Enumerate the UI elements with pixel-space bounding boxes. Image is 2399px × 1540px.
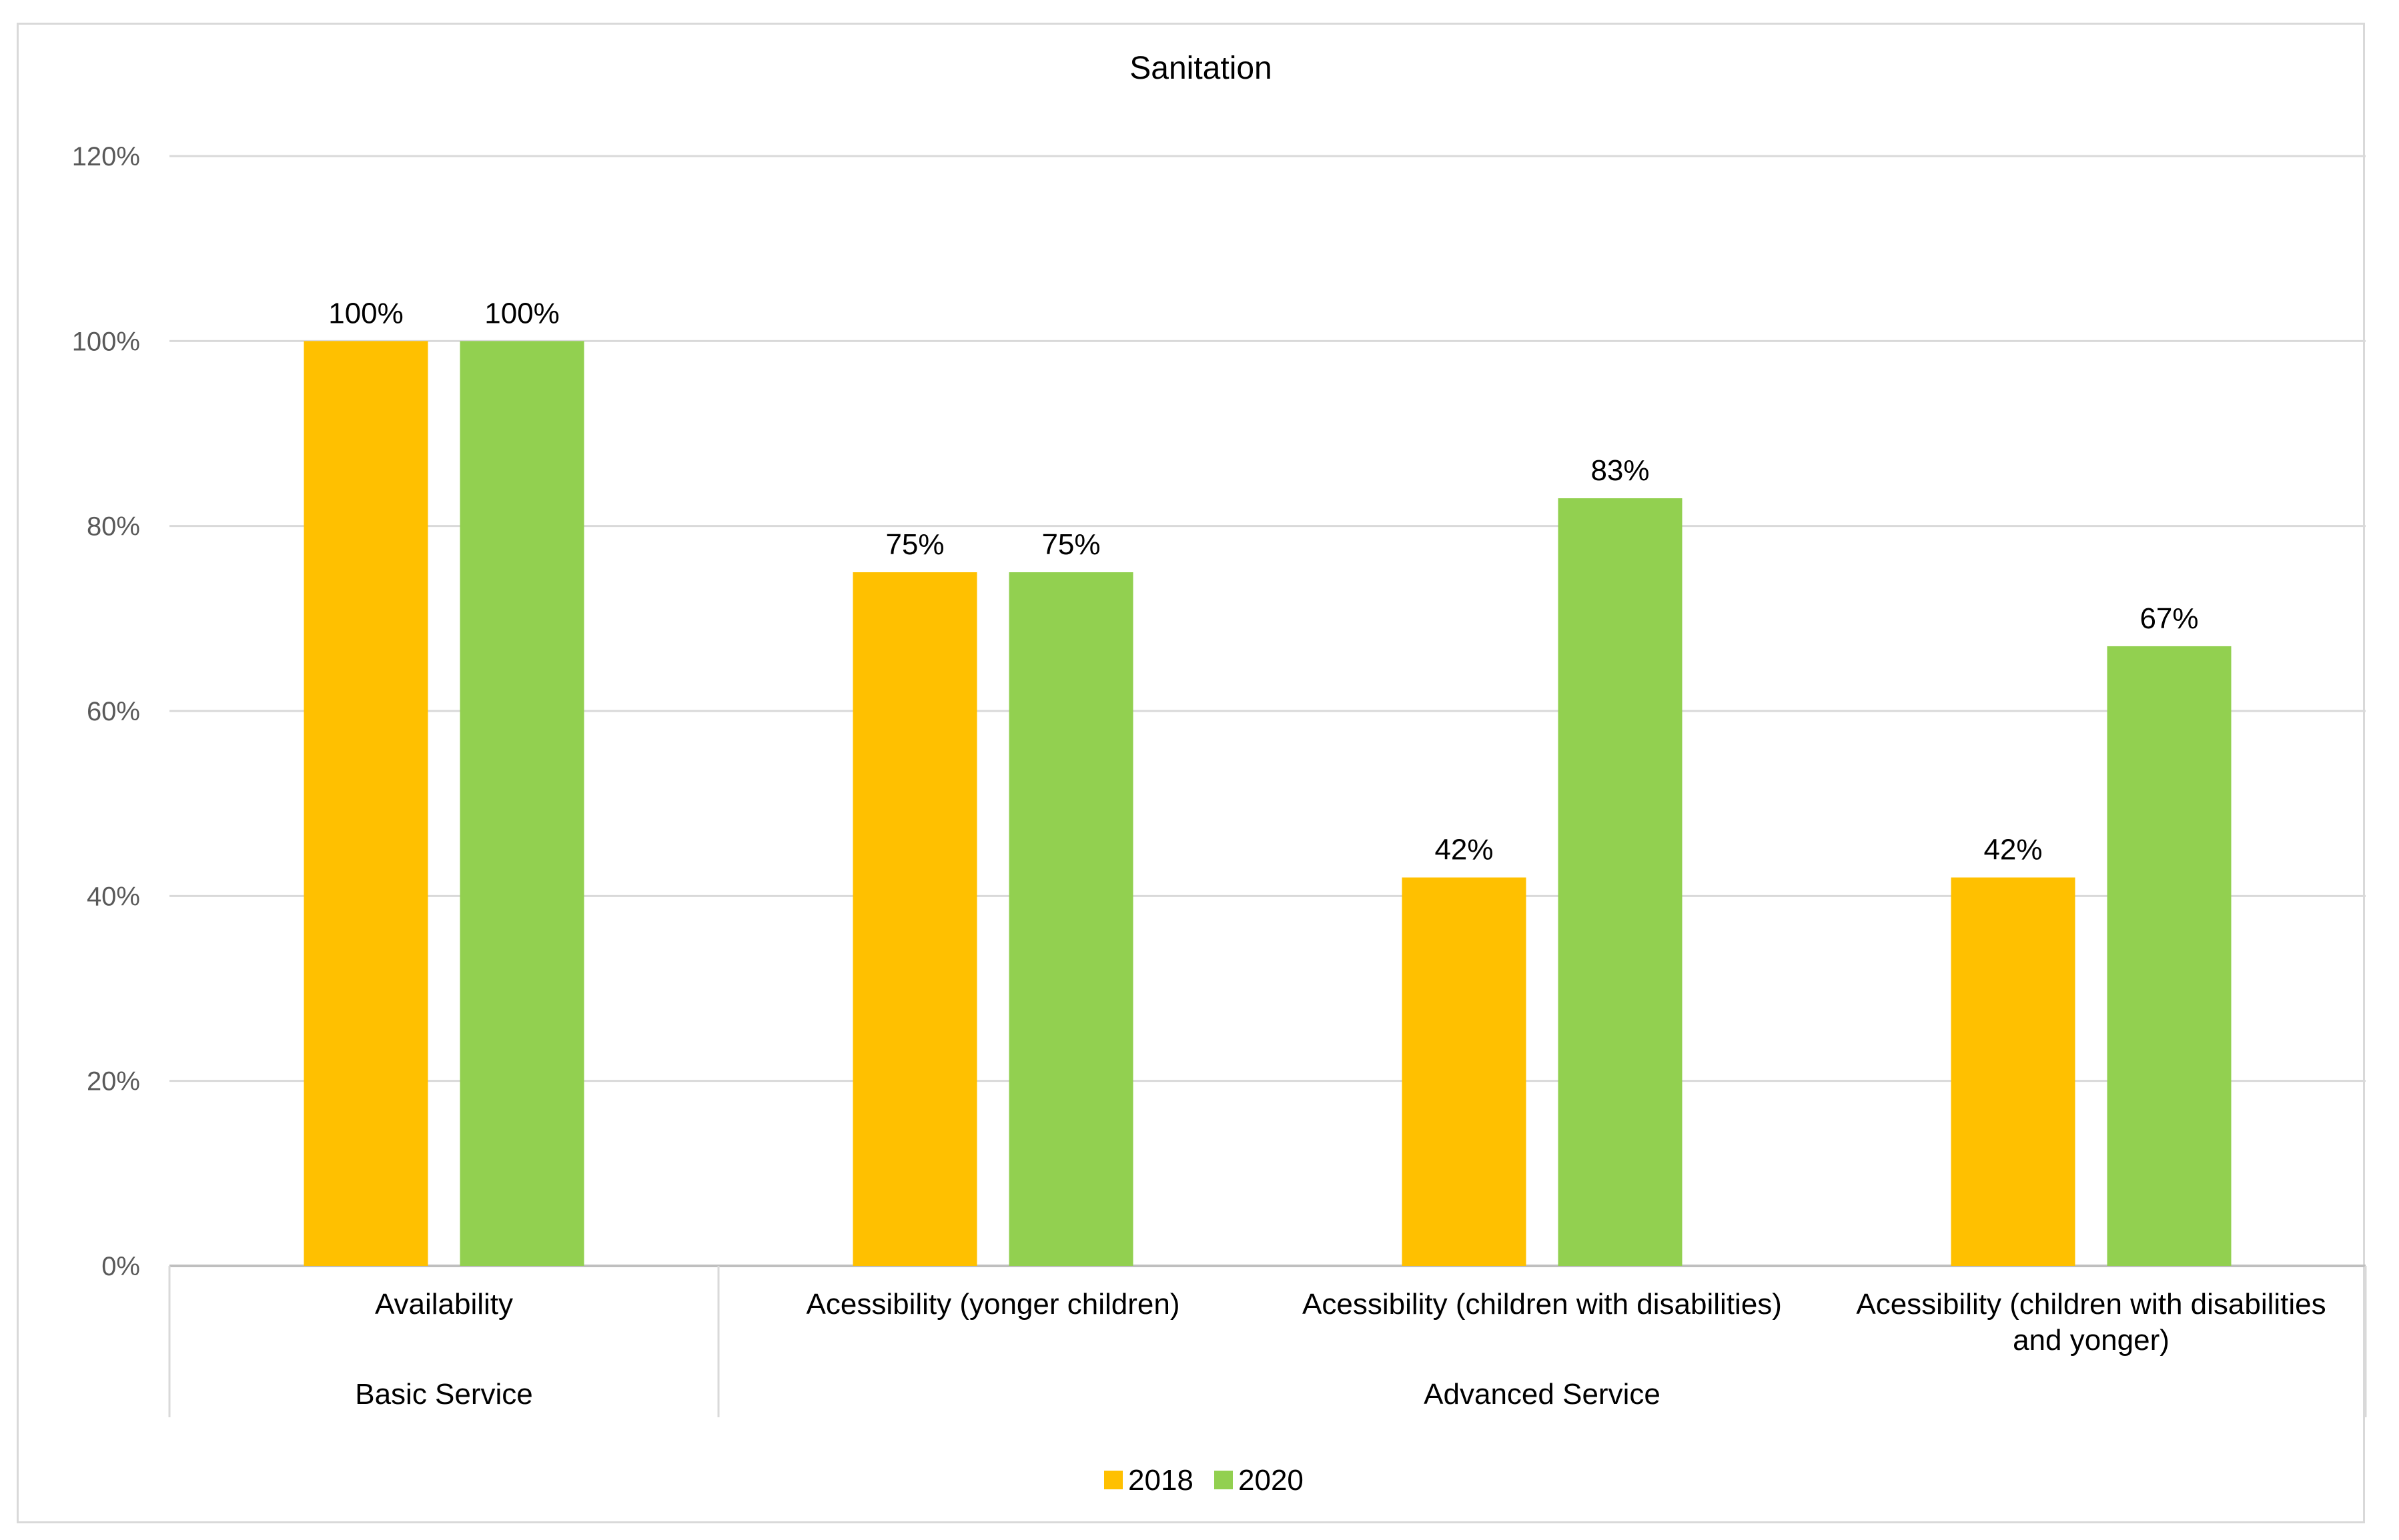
data-label: 75%	[1041, 528, 1100, 561]
legend-swatch-2018	[1104, 1471, 1123, 1489]
y-tick-label: 0%	[101, 1252, 140, 1281]
data-label: 83%	[1590, 454, 1649, 487]
y-axis: 0% 20% 40% 60% 80% 100% 120%	[72, 142, 140, 1281]
category-label: Acessibility (children with disabilities…	[1856, 1288, 2326, 1357]
bar-2020	[1009, 572, 1133, 1266]
data-label: 42%	[1434, 834, 1493, 866]
group-label: Basic Service	[355, 1378, 533, 1411]
category-label: Acessibility (children with disabilities…	[1302, 1288, 1782, 1321]
chart-title: Sanitation	[1129, 51, 1272, 86]
legend-label-2020: 2020	[1238, 1464, 1304, 1497]
data-label: 75%	[885, 528, 944, 561]
legend-label-2018: 2018	[1128, 1464, 1193, 1497]
data-label: 42%	[1983, 834, 2042, 866]
bar-2020	[1558, 498, 1683, 1266]
bar-2018	[1402, 877, 1526, 1266]
data-labels: 100% 100% 75% 75% 42% 83% 42% 67%	[328, 297, 2198, 866]
category-label: Acessibility (yonger children)	[807, 1288, 1180, 1321]
chart-frame	[17, 23, 2365, 1523]
y-tick-label: 60%	[87, 697, 140, 726]
y-tick-label: 120%	[72, 142, 140, 171]
data-label: 100%	[484, 297, 560, 329]
category-label: Availability	[375, 1288, 513, 1321]
bars	[304, 341, 2232, 1266]
y-tick-label: 100%	[72, 327, 140, 356]
data-label: 67%	[2139, 602, 2198, 635]
legend: 2018 2020	[1104, 1464, 1304, 1497]
bar-2020	[460, 341, 584, 1266]
bar-2018	[1951, 877, 2075, 1266]
group-label: Advanced Service	[1424, 1378, 1660, 1411]
bar-2018	[853, 572, 977, 1266]
y-tick-label: 40%	[87, 882, 140, 911]
y-tick-label: 20%	[87, 1067, 140, 1096]
x-axis: Availability Acessibility (yonger childre…	[168, 1266, 2367, 1417]
bar-2018	[304, 341, 428, 1266]
bar-2020	[2107, 646, 2232, 1266]
legend-swatch-2020	[1214, 1471, 1233, 1489]
data-label: 100%	[328, 297, 404, 329]
y-tick-label: 80%	[87, 512, 140, 542]
